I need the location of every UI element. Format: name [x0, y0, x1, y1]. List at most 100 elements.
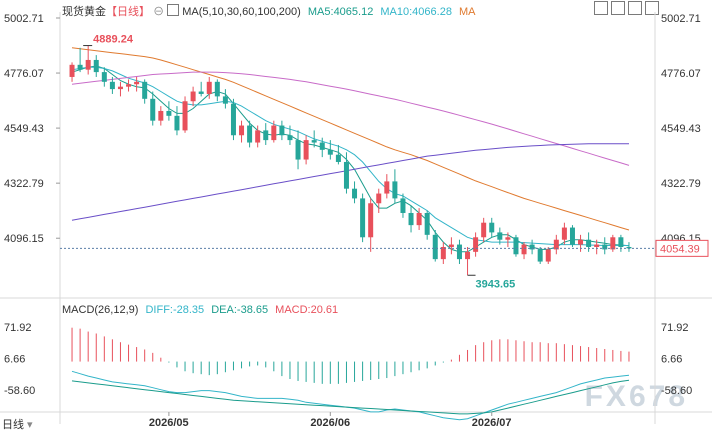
candle-body	[416, 212, 422, 226]
settings-icon[interactable]: ⊖	[153, 6, 165, 18]
ma-label[interactable]: MA(5,10,30,60,100,200)	[182, 6, 301, 18]
candle-body	[408, 212, 414, 226]
candle-body	[126, 84, 132, 87]
macd-y-label-right: 6.66	[661, 353, 682, 365]
candle-body	[456, 244, 462, 260]
instrument-title: 现货黄金	[62, 6, 106, 18]
period-selector[interactable]: 【日线】	[106, 6, 150, 18]
candle-body	[626, 246, 632, 249]
candle-body	[182, 101, 188, 131]
candle-body	[360, 198, 366, 238]
candle-body	[505, 237, 511, 240]
candle-body	[117, 86, 123, 90]
candle-body	[279, 125, 285, 136]
candle-body	[214, 81, 220, 97]
candle-body	[222, 96, 228, 104]
macd-header: MACD(26,12,9) DIFF:-28.35 DEA:-38.65 MAC…	[62, 304, 338, 316]
candle-body	[553, 239, 559, 250]
candle-body	[239, 125, 245, 136]
x-tick-label: 2026/05	[149, 417, 189, 429]
candle-body	[271, 125, 277, 141]
x-tick-label: 2026/06	[310, 417, 350, 429]
candle-body	[174, 115, 180, 131]
candle-body	[489, 222, 495, 233]
ma-line-ma5	[71, 65, 630, 253]
candle-body	[521, 244, 527, 255]
candle-body	[303, 140, 309, 160]
ma-line-ma30	[71, 47, 630, 231]
candle-body	[400, 198, 406, 213]
candle-body	[158, 110, 164, 121]
candle-body	[473, 237, 479, 252]
y-tick-label-right: 4322.79	[661, 178, 701, 190]
footer-period[interactable]: 日线 ▾	[2, 419, 33, 431]
candle-body	[497, 232, 503, 240]
candle-body	[352, 188, 358, 199]
y-tick-label-right: 4549.43	[661, 123, 701, 135]
candle-body	[610, 237, 616, 250]
candle-body	[465, 251, 471, 260]
candle-body	[578, 239, 584, 245]
ma-more: MA	[459, 6, 476, 18]
candle-body	[594, 244, 600, 247]
macd-y-label-left: 6.66	[4, 353, 25, 365]
candle-body	[384, 181, 390, 194]
candle-body	[287, 135, 293, 141]
candle-body	[255, 130, 261, 143]
candle-body	[166, 110, 172, 116]
macd-dea-value: DEA:-38.65	[211, 304, 269, 316]
y-tick-label-right: 5002.71	[661, 13, 701, 25]
y-tick-label-left: 4096.15	[4, 233, 44, 245]
candle-body	[545, 249, 551, 262]
candle-body	[424, 212, 430, 235]
y-tick-label-right: 4776.07	[661, 68, 701, 80]
candle-body	[198, 91, 204, 94]
candle-body	[368, 203, 374, 238]
candle-body	[537, 249, 543, 262]
ma-line-ma10	[71, 66, 629, 246]
last-price-box	[655, 239, 709, 257]
close-icon[interactable]	[645, 1, 659, 15]
candle-body	[586, 239, 592, 247]
chart-type-icon[interactable]	[167, 4, 180, 16]
candle-body	[69, 64, 75, 77]
candle-body	[190, 91, 196, 102]
candle-body	[311, 140, 317, 143]
candle-body	[481, 222, 487, 238]
candle-body	[134, 81, 140, 85]
y-tick-label-left: 5002.71	[4, 13, 44, 25]
candle-body	[392, 181, 398, 199]
x-tick-label: 2026/07	[472, 417, 512, 429]
ma10-value: MA10:4066.28	[380, 6, 452, 18]
y-tick-label-left: 4322.79	[4, 178, 44, 190]
candle-body	[150, 98, 156, 121]
candle-body	[142, 81, 148, 99]
candle-body	[263, 130, 269, 141]
candle-body	[513, 237, 519, 255]
candle-body	[561, 227, 567, 240]
fullscreen-icon[interactable]	[594, 1, 608, 15]
ma-line-ma100	[71, 143, 629, 221]
macd-diff-value: DIFF:-28.35	[145, 304, 205, 316]
max-price-label: 4889.24	[93, 34, 134, 46]
candle-body	[319, 142, 325, 150]
candle-body	[109, 81, 115, 90]
macd-label[interactable]: MACD(26,12,9)	[62, 304, 139, 316]
ma-line-ma60	[71, 71, 630, 166]
candle-body	[376, 193, 382, 204]
candle-body	[440, 246, 446, 260]
macd-dea-line	[71, 379, 630, 415]
macd-y-label-left: 71.92	[4, 322, 32, 334]
candle-body	[93, 59, 99, 73]
candle-body	[295, 140, 301, 160]
candle-body	[432, 234, 438, 260]
candle-body	[77, 64, 83, 70]
candle-body	[448, 244, 454, 247]
chart-header: 现货黄金【日线】 ⊖ MA(5,10,30,60,100,200) MA5:40…	[62, 3, 476, 19]
minimize-icon[interactable]	[611, 1, 625, 15]
restore-icon[interactable]	[628, 1, 642, 15]
macd-y-label-right: -58.60	[661, 385, 692, 397]
candle-body	[618, 237, 624, 247]
candle-body	[247, 125, 253, 143]
